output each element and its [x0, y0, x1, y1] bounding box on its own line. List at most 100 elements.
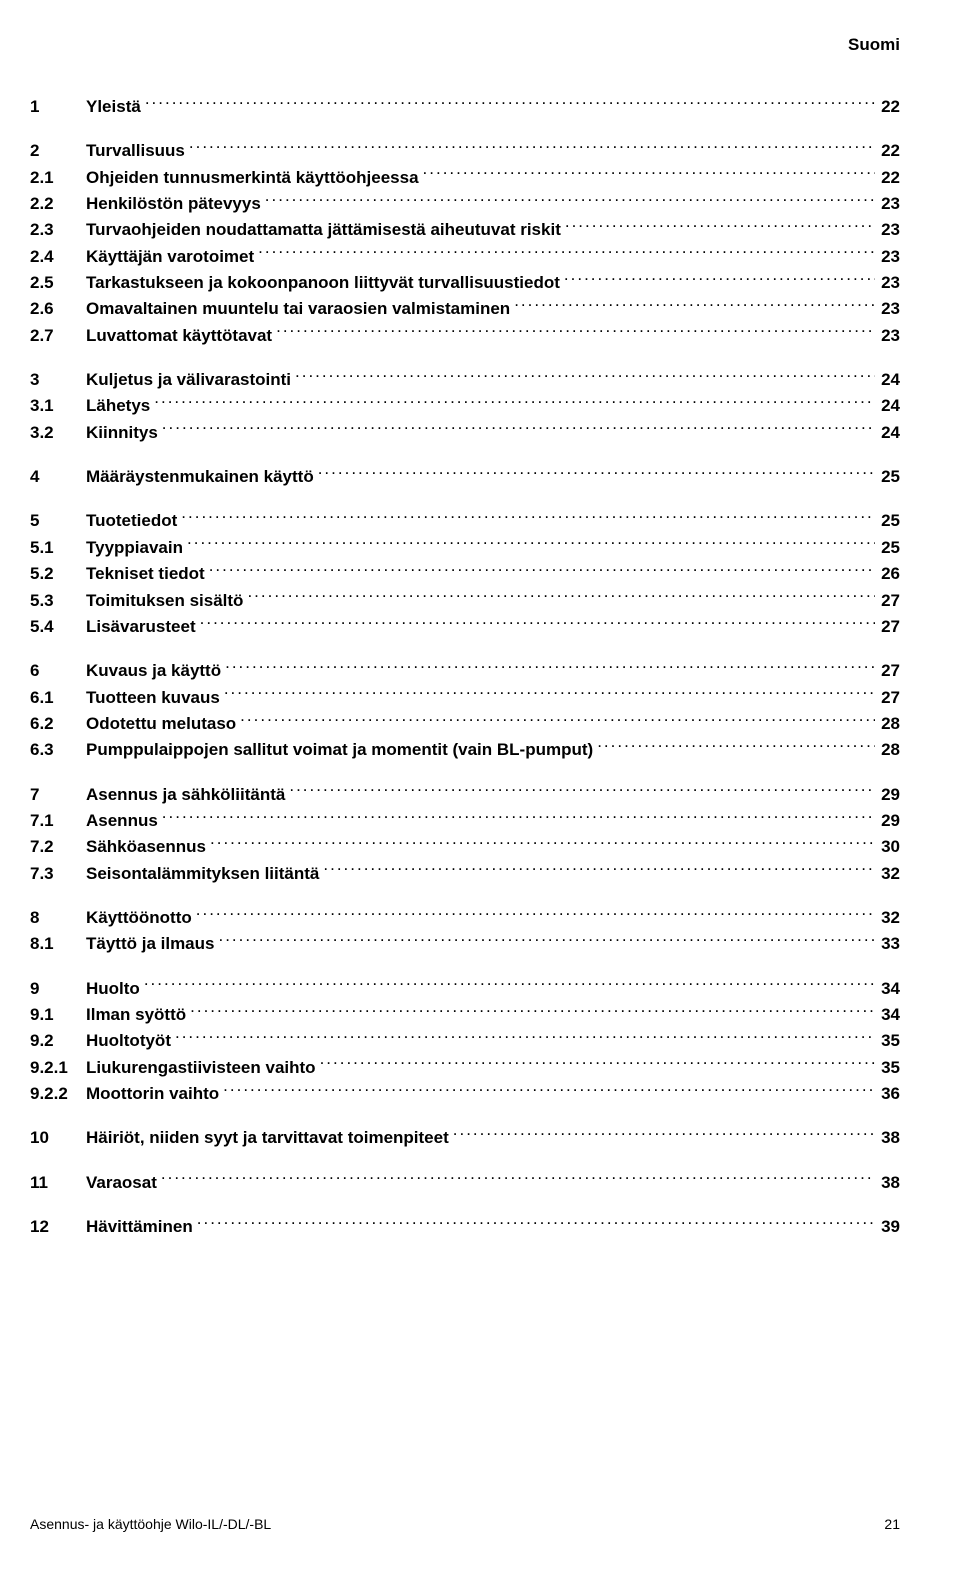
- toc-entry-title: Turvaohjeiden noudattamatta jättämisestä…: [86, 217, 565, 243]
- toc-entry-number: 5.3: [30, 588, 86, 614]
- toc-leader-dots: [564, 271, 875, 288]
- toc-entry-number: 7: [30, 782, 86, 808]
- toc-entry[interactable]: 2.5Tarkastukseen ja kokoonpanoon liittyv…: [30, 270, 900, 296]
- toc-entry[interactable]: 2.6Omavaltainen muuntelu tai varaosien v…: [30, 296, 900, 322]
- toc-entry-title: Seisontalämmityksen liitäntä: [86, 861, 323, 887]
- toc-entry-number: 8: [30, 905, 86, 931]
- toc-leader-dots: [209, 562, 875, 579]
- toc-entry[interactable]: 7.2Sähköasennus30: [30, 834, 900, 860]
- toc-entry[interactable]: 4Määräystenmukainen käyttö25: [30, 464, 900, 490]
- toc-entry-number: 3.2: [30, 420, 86, 446]
- toc-leader-dots: [318, 465, 875, 482]
- toc-entry[interactable]: 2.1Ohjeiden tunnusmerkintä käyttöohjeess…: [30, 165, 900, 191]
- toc-entry-title: Huolto: [86, 976, 144, 1002]
- toc-group: 9Huolto349.1Ilman syöttö349.2Huoltotyöt3…: [30, 976, 900, 1108]
- toc-entry-number: 3: [30, 367, 86, 393]
- toc-entry-number: 9: [30, 976, 86, 1002]
- toc-entry-page: 27: [875, 588, 900, 614]
- toc-leader-dots: [175, 1029, 875, 1046]
- toc-entry-number: 5.2: [30, 561, 86, 587]
- toc-entry[interactable]: 9.1Ilman syöttö34: [30, 1002, 900, 1028]
- toc-entry-title: Määräystenmukainen käyttö: [86, 464, 318, 490]
- toc-entry[interactable]: 8.1Täyttö ja ilmaus33: [30, 931, 900, 957]
- toc-group: 12Hävittäminen39: [30, 1214, 900, 1240]
- toc-entry[interactable]: 2.2Henkilöstön pätevyys23: [30, 191, 900, 217]
- toc-entry-page: 29: [875, 808, 900, 834]
- toc-leader-dots: [565, 218, 875, 235]
- toc-entry[interactable]: 7.1Asennus29: [30, 808, 900, 834]
- toc-entry[interactable]: 12Hävittäminen39: [30, 1214, 900, 1240]
- toc-entry-number: 7.2: [30, 834, 86, 860]
- toc-entry-title: Turvallisuus: [86, 138, 189, 164]
- toc-group: 7Asennus ja sähköliitäntä297.1Asennus297…: [30, 782, 900, 887]
- toc-group: 3Kuljetus ja välivarastointi243.1Lähetys…: [30, 367, 900, 446]
- toc-entry-page: 34: [875, 976, 900, 1002]
- toc-entry-page: 38: [875, 1125, 900, 1151]
- toc-leader-dots: [145, 95, 875, 112]
- toc-entry[interactable]: 8Käyttöönotto32: [30, 905, 900, 931]
- toc-entry[interactable]: 2.3Turvaohjeiden noudattamatta jättämise…: [30, 217, 900, 243]
- toc-entry-number: 12: [30, 1214, 86, 1240]
- toc-entry-page: 24: [875, 393, 900, 419]
- toc-entry[interactable]: 9.2.1Liukurengastiivisteen vaihto35: [30, 1055, 900, 1081]
- toc-entry[interactable]: 3.2Kiinnitys24: [30, 420, 900, 446]
- toc-entry[interactable]: 3.1Lähetys24: [30, 393, 900, 419]
- toc-entry[interactable]: 6Kuvaus ja käyttö27: [30, 658, 900, 684]
- toc-entry-page: 39: [875, 1214, 900, 1240]
- toc-leader-dots: [187, 536, 875, 553]
- toc-entry-title: Tyyppiavain: [86, 535, 187, 561]
- toc-entry[interactable]: 10Häiriöt, niiden syyt ja tarvittavat to…: [30, 1125, 900, 1151]
- toc-entry[interactable]: 11Varaosat38: [30, 1170, 900, 1196]
- toc-entry[interactable]: 9.2.2Moottorin vaihto36: [30, 1081, 900, 1107]
- toc-leader-dots: [154, 394, 875, 411]
- toc-entry-title: Ilman syöttö: [86, 1002, 190, 1028]
- toc-entry[interactable]: 5.1Tyyppiavain25: [30, 535, 900, 561]
- toc-entry-number: 9.2: [30, 1028, 86, 1054]
- toc-entry-title: Omavaltainen muuntelu tai varaosien valm…: [86, 296, 514, 322]
- toc-entry-title: Sähköasennus: [86, 834, 210, 860]
- toc-entry-title: Odotettu melutaso: [86, 711, 240, 737]
- toc-leader-dots: [181, 509, 875, 526]
- toc-entry[interactable]: 5Tuotetiedot25: [30, 508, 900, 534]
- toc-entry-title: Toimituksen sisältö: [86, 588, 247, 614]
- toc-entry-number: 2: [30, 138, 86, 164]
- toc-leader-dots: [190, 1003, 875, 1020]
- toc-entry[interactable]: 5.4Lisävarusteet27: [30, 614, 900, 640]
- toc-entry-page: 23: [875, 323, 900, 349]
- toc-entry[interactable]: 7.3Seisontalämmityksen liitäntä32: [30, 861, 900, 887]
- toc-entry-title: Huoltotyöt: [86, 1028, 175, 1054]
- toc-entry-title: Kuvaus ja käyttö: [86, 658, 225, 684]
- toc-leader-dots: [225, 659, 875, 676]
- toc-entry[interactable]: 3Kuljetus ja välivarastointi24: [30, 367, 900, 393]
- toc-entry[interactable]: 9Huolto 34: [30, 976, 900, 1002]
- toc-entry[interactable]: 5.2Tekniset tiedot26: [30, 561, 900, 587]
- toc-entry-number: 11: [30, 1170, 86, 1196]
- toc-entry[interactable]: 2.4Käyttäjän varotoimet23: [30, 244, 900, 270]
- toc-entry[interactable]: 5.3Toimituksen sisältö 27: [30, 588, 900, 614]
- toc-entry-title: Käyttöönotto: [86, 905, 196, 931]
- language-label: Suomi: [848, 35, 900, 55]
- toc-entry[interactable]: 6.2Odotettu melutaso28: [30, 711, 900, 737]
- toc-entry-page: 35: [875, 1028, 900, 1054]
- toc-entry-page: 27: [875, 658, 900, 684]
- toc-entry-title: Lisävarusteet: [86, 614, 200, 640]
- toc-entry[interactable]: 6.3Pumppulaippojen sallitut voimat ja mo…: [30, 737, 900, 763]
- toc-entry[interactable]: 2Turvallisuus22: [30, 138, 900, 164]
- toc-leader-dots: [161, 1171, 875, 1188]
- toc-entry-number: 2.1: [30, 165, 86, 191]
- toc-leader-dots: [597, 738, 875, 755]
- toc-entry[interactable]: 7Asennus ja sähköliitäntä29: [30, 782, 900, 808]
- toc-entry[interactable]: 6.1Tuotteen kuvaus27: [30, 685, 900, 711]
- toc-entry-page: 33: [875, 931, 900, 957]
- toc-entry-number: 1: [30, 94, 86, 120]
- toc-entry-page: 23: [875, 244, 900, 270]
- toc-entry-number: 2.4: [30, 244, 86, 270]
- toc-entry-page: 34: [875, 1002, 900, 1028]
- toc-entry-number: 5.4: [30, 614, 86, 640]
- toc-leader-dots: [162, 421, 875, 438]
- toc-entry-title: Kiinnitys: [86, 420, 162, 446]
- toc-entry-page: 35: [875, 1055, 900, 1081]
- toc-entry[interactable]: 1Yleistä22: [30, 94, 900, 120]
- toc-entry[interactable]: 2.7Luvattomat käyttötavat23: [30, 323, 900, 349]
- toc-entry[interactable]: 9.2Huoltotyöt 35: [30, 1028, 900, 1054]
